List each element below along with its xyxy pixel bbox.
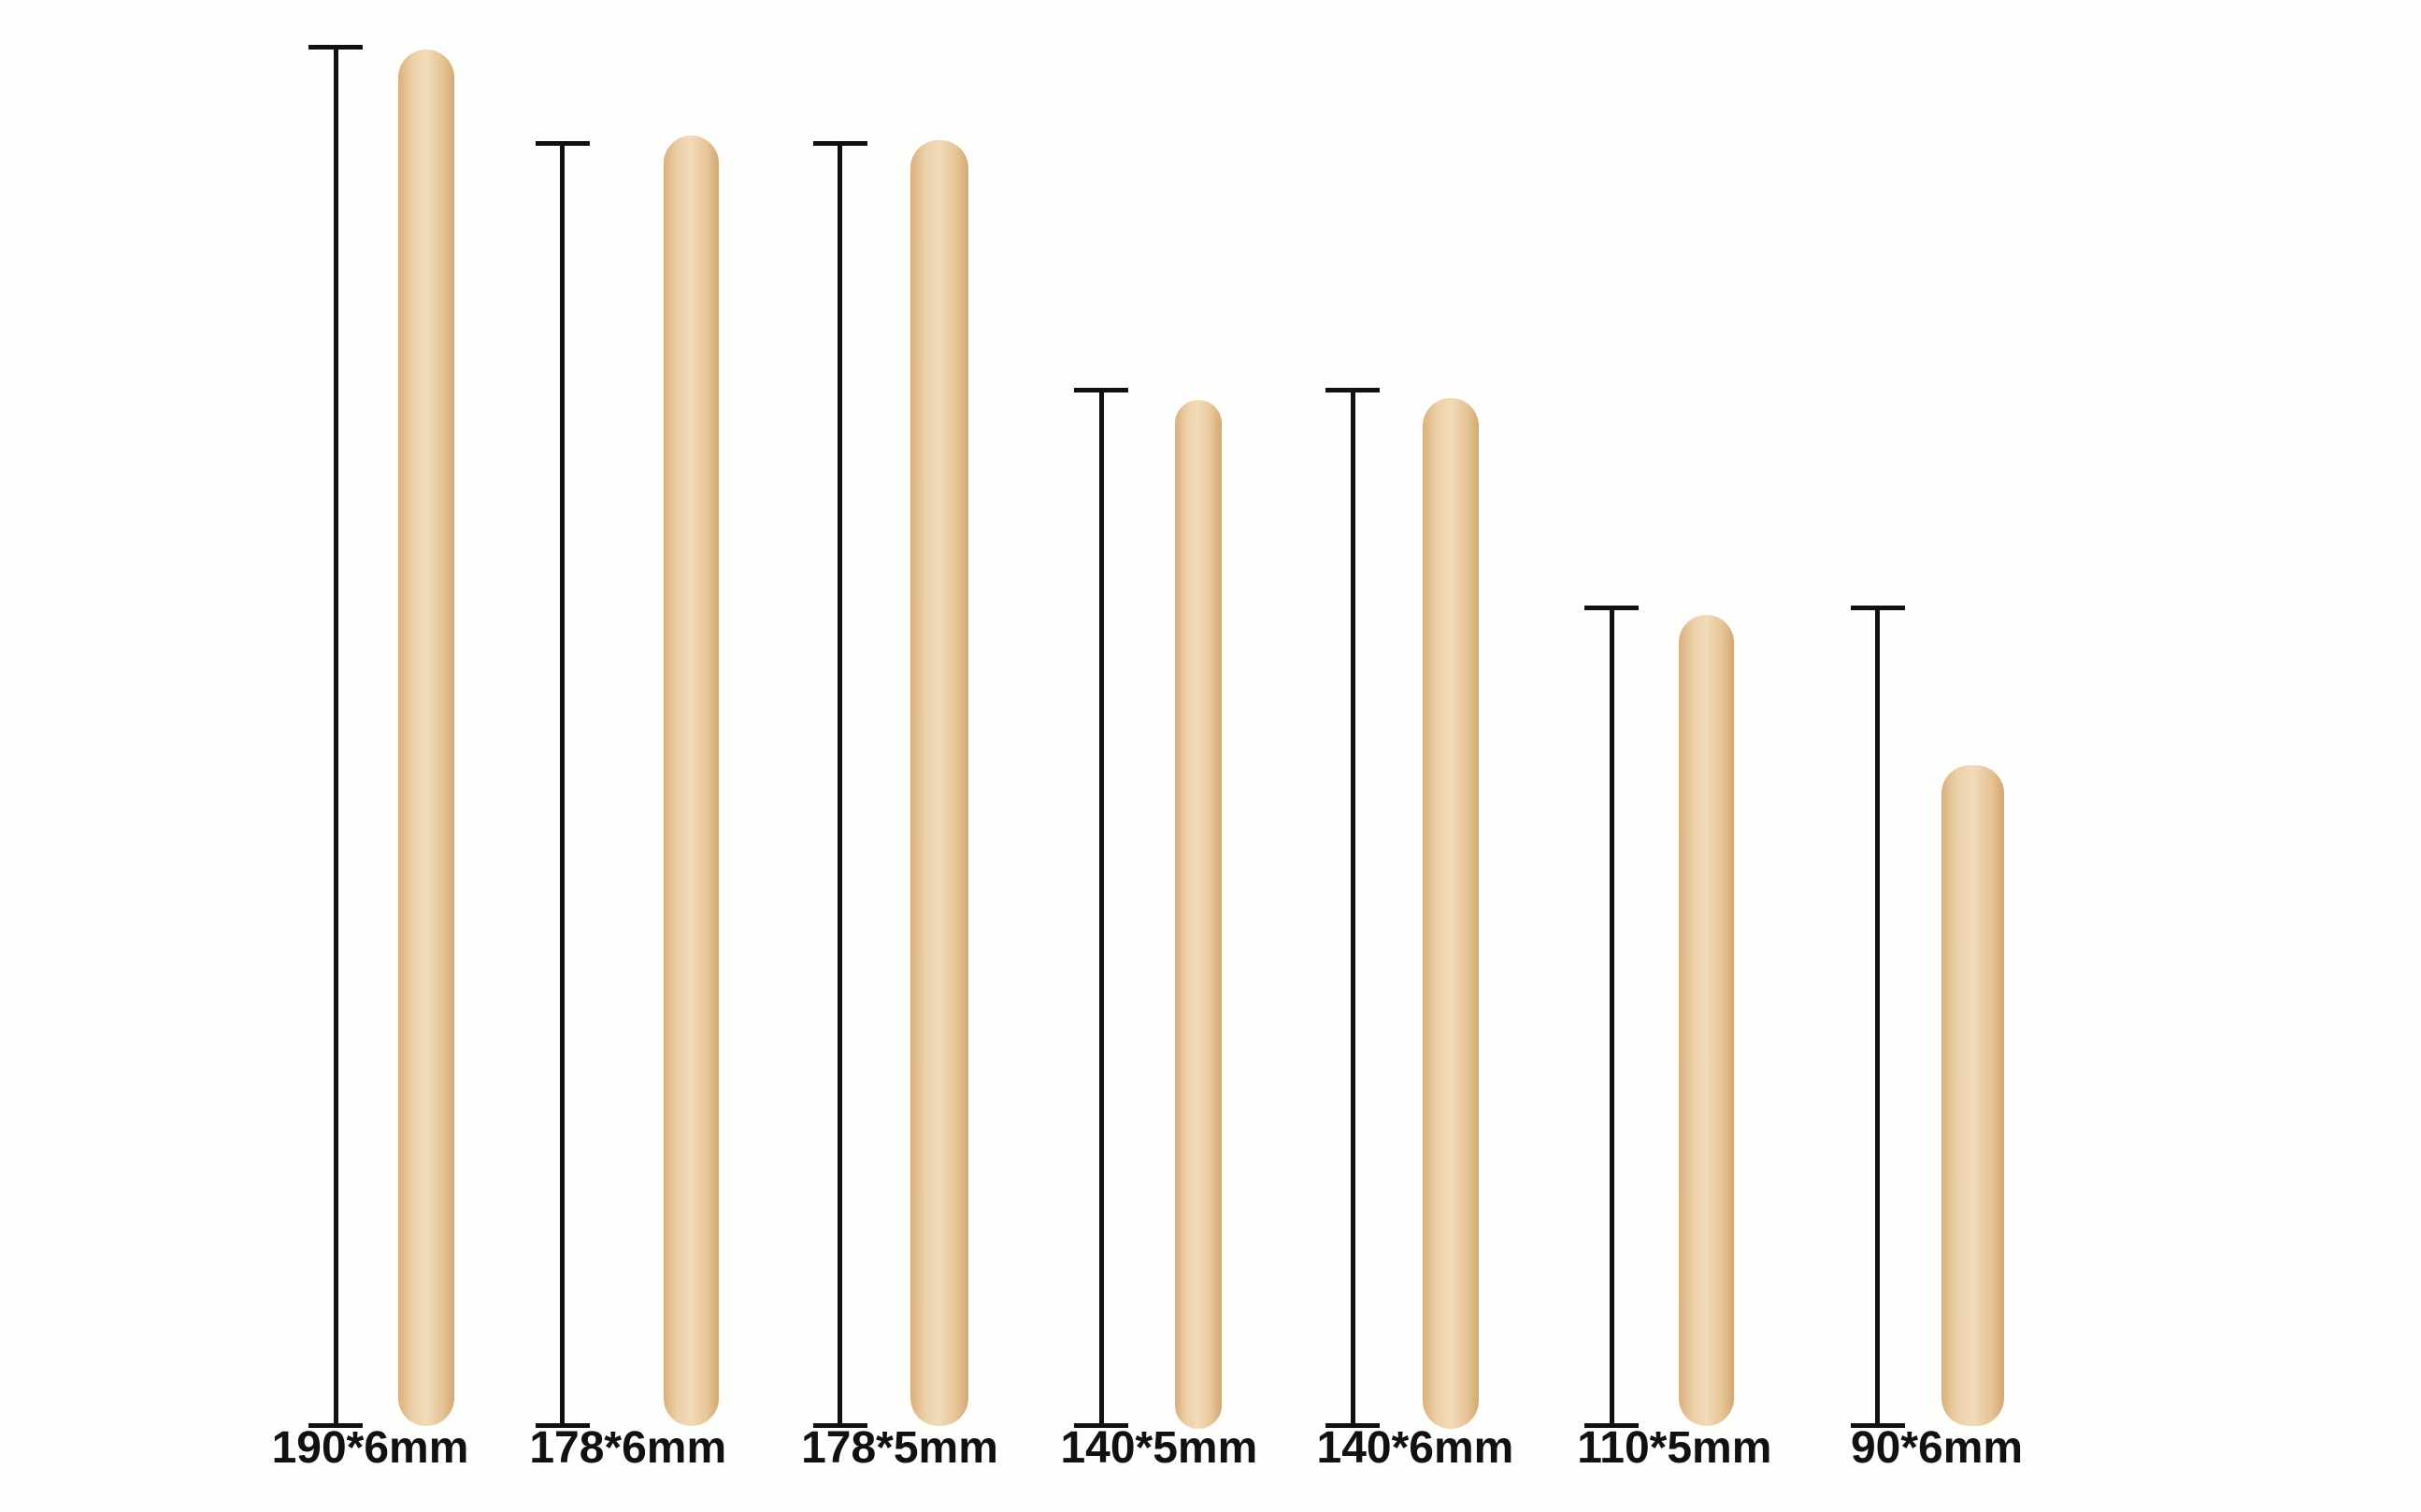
dimension-cap-bottom [308, 1423, 364, 1429]
dimension-line [838, 143, 843, 1426]
dimension-line [1098, 390, 1104, 1426]
wooden-stick [664, 136, 719, 1426]
size-label: 178*5mm [801, 1423, 998, 1473]
size-label: 90*6mm [1850, 1423, 2024, 1473]
dimension-line [1350, 390, 1355, 1426]
dimension-cap-bottom [1325, 1423, 1381, 1429]
dimension-line [333, 47, 338, 1426]
size-label: 140*5mm [1060, 1423, 1258, 1473]
wooden-stick [1941, 764, 2004, 1426]
dimension-cap-top [535, 141, 590, 147]
dimension-line [1609, 607, 1614, 1426]
dimension-line [1875, 607, 1881, 1426]
dimension-cap-bottom [1074, 1423, 1129, 1429]
size-label: 110*5mm [1577, 1423, 1772, 1473]
size-label: 140*6mm [1316, 1423, 1514, 1473]
dimension-cap-top [812, 141, 867, 147]
dimension-cap-bottom [1850, 1423, 1905, 1429]
dimension-cap-bottom [812, 1423, 867, 1429]
dimension-cap-top [308, 44, 364, 50]
wooden-stick [1423, 398, 1480, 1429]
wooden-stick [1679, 615, 1734, 1426]
dimension-cap-top [1325, 388, 1381, 393]
dimension-cap-bottom [535, 1423, 590, 1429]
dimension-cap-bottom [1584, 1423, 1640, 1429]
dimension-cap-top [1074, 388, 1129, 393]
wooden-stick [1174, 399, 1222, 1429]
size-label: 178*6mm [529, 1423, 727, 1473]
size-label: 190*6mm [271, 1423, 469, 1473]
wooden-stick [910, 140, 968, 1426]
dimension-cap-top [1850, 605, 1905, 610]
wooden-stick [398, 50, 455, 1426]
dimension-line [560, 143, 566, 1426]
dimension-cap-top [1584, 605, 1640, 610]
